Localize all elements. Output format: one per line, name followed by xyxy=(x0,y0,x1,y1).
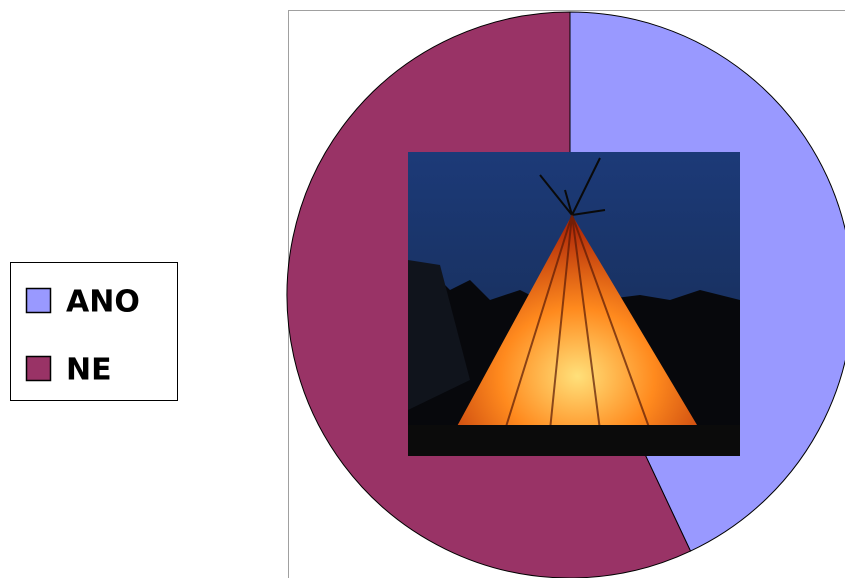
legend-label: ANO xyxy=(66,285,140,320)
legend-swatch xyxy=(27,357,51,381)
legend-swatch xyxy=(27,289,51,313)
photo xyxy=(408,152,740,456)
chart: ANO NE xyxy=(0,0,845,578)
legend-label: NE xyxy=(66,353,112,388)
page: ANONE (() => { const data = JSON.parse(d… xyxy=(0,0,845,578)
